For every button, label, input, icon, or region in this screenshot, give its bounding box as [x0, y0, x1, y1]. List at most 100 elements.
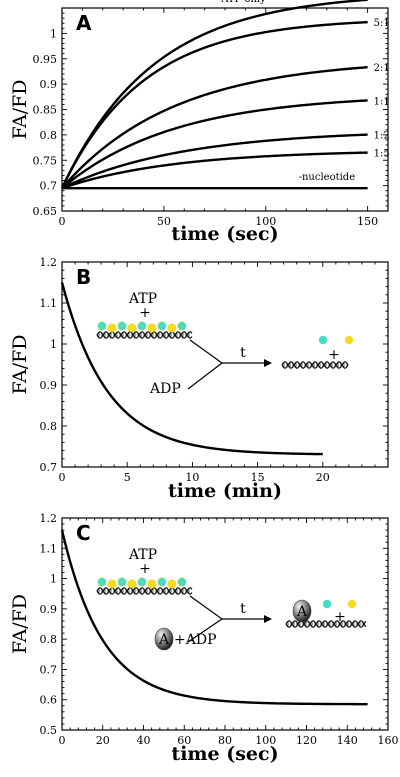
x-tick-label: 60 [177, 734, 191, 747]
arrow-head [264, 359, 272, 367]
nucleotide-bead [177, 321, 187, 331]
nucleotide-bead [147, 323, 157, 333]
plus-sign: + [139, 305, 151, 321]
y-tick-label: 1 [50, 27, 57, 40]
x-tick-label: 100 [255, 734, 276, 747]
released-bead [322, 599, 332, 609]
panel-label: C [76, 521, 91, 545]
enzyme-a-icon [292, 599, 312, 623]
reaction-line [189, 339, 223, 364]
series-curve [61, 133, 368, 190]
y-tick-label: 0.8 [40, 633, 58, 646]
y-tick-label: 0.6 [40, 694, 58, 707]
product-plus: + [334, 609, 346, 625]
released-bead [347, 599, 357, 609]
product-plus: + [328, 347, 340, 363]
x-tick-label: 50 [157, 215, 171, 228]
y-tick-label: 0.5 [40, 724, 58, 737]
x-tick-label: 80 [218, 734, 232, 747]
y-tick-label: 0.75 [33, 154, 58, 167]
x-tick-label: 140 [337, 734, 358, 747]
reaction-line [187, 362, 223, 390]
x-tick-label: 150 [357, 215, 378, 228]
series-curve [61, 66, 368, 189]
enzyme-label: A [158, 632, 170, 648]
reaction-line [187, 618, 223, 643]
nucleotide-bead [97, 321, 107, 331]
panel-label: A [76, 11, 92, 35]
reaction-line [189, 595, 223, 620]
y-tick-label: 0.9 [40, 379, 58, 392]
nucleotide-bead [107, 323, 117, 333]
adp-label: ADP [149, 381, 181, 397]
series-label: -nucleotide [299, 172, 356, 183]
nucleotide-bead [137, 321, 147, 331]
dna-strand [285, 620, 367, 628]
x-tick-label: 5 [124, 471, 131, 484]
series-label: 5:1 [374, 18, 390, 29]
nucleotide-bead [177, 577, 187, 587]
series-curve [61, 151, 368, 190]
x-tick-label: 160 [378, 734, 399, 747]
chart-panel-B: 0 5 10 15 20 0.7 0.8 0.9 1 1.1 1.2 time (min) FA/FD B… [9, 256, 389, 502]
atp-label: ATP [128, 547, 157, 563]
released-bead [318, 335, 328, 345]
dna-strand [96, 587, 193, 595]
y-tick-label: 1.1 [40, 297, 58, 310]
nucleotide-bead [167, 579, 177, 589]
nucleotide-bead [147, 579, 157, 589]
x-tick-label: 20 [96, 734, 110, 747]
arrow-head [264, 615, 272, 623]
plus-sign: + [139, 561, 151, 577]
y-axis-label: FA/FD [9, 334, 31, 394]
x-axis-label: time (min) [168, 480, 282, 502]
y-tick-label: 0.7 [40, 461, 58, 474]
x-tick-label: 40 [137, 734, 151, 747]
nucleotide-bead [97, 577, 107, 587]
nucleotide-bead [137, 577, 147, 587]
y-tick-label: 1.1 [40, 542, 58, 555]
series-label: 1:1 [374, 96, 390, 107]
y-tick-label: 1 [50, 338, 57, 351]
series-curve [61, 99, 368, 190]
series-curve [60, 20, 368, 189]
time-arrow-label: t [240, 345, 246, 361]
y-axis-label: FA/FD [9, 594, 31, 654]
chart-panel-C: 0 20 40 60 80 100 120 140 160 0.5 0.6 0.7 0.8 0.9 1 1.1… [9, 512, 399, 765]
x-axis-label: time (sec) [171, 223, 278, 245]
x-tick-label: 20 [316, 471, 330, 484]
nucleotide-bead [157, 321, 167, 331]
y-tick-label: 0.9 [40, 603, 58, 616]
panel-label: B [76, 265, 91, 289]
y-tick-label: 0.95 [33, 53, 58, 66]
nucleotide-bead [167, 323, 177, 333]
chart-panel-A: 0 50 100 150 0.65 0.7 0.75 0.8 0.85 0.9 0.95 1 time … [9, 0, 390, 245]
plot-frame [61, 261, 389, 468]
x-tick-label: 0 [59, 734, 66, 747]
x-tick-label: 100 [255, 215, 276, 228]
y-axis-label: FA/FD [9, 79, 31, 139]
y-tick-label: 0.7 [40, 180, 58, 193]
series-label: 2:1 [374, 63, 390, 74]
series-curve [60, 282, 323, 456]
series-label: ATP only [220, 0, 266, 5]
x-tick-label: 0 [59, 471, 66, 484]
time-arrow-label: t [240, 601, 246, 617]
x-tick-label: 15 [251, 471, 265, 484]
y-tick-label: 0.8 [40, 129, 58, 142]
x-tick-label: 120 [296, 734, 317, 747]
y-tick-label: 0.85 [33, 104, 58, 117]
nucleotide-bead [107, 579, 117, 589]
y-tick-label: 1.2 [40, 256, 58, 269]
series-curve [60, 0, 368, 189]
nucleotide-bead [127, 579, 137, 589]
y-tick-label: 0.7 [40, 663, 58, 676]
x-tick-label: 0 [59, 215, 66, 228]
series-label: 1:5 [374, 149, 390, 160]
dna-strand [281, 361, 349, 369]
y-tick-label: 0.9 [40, 78, 58, 91]
released-bead [344, 335, 354, 345]
